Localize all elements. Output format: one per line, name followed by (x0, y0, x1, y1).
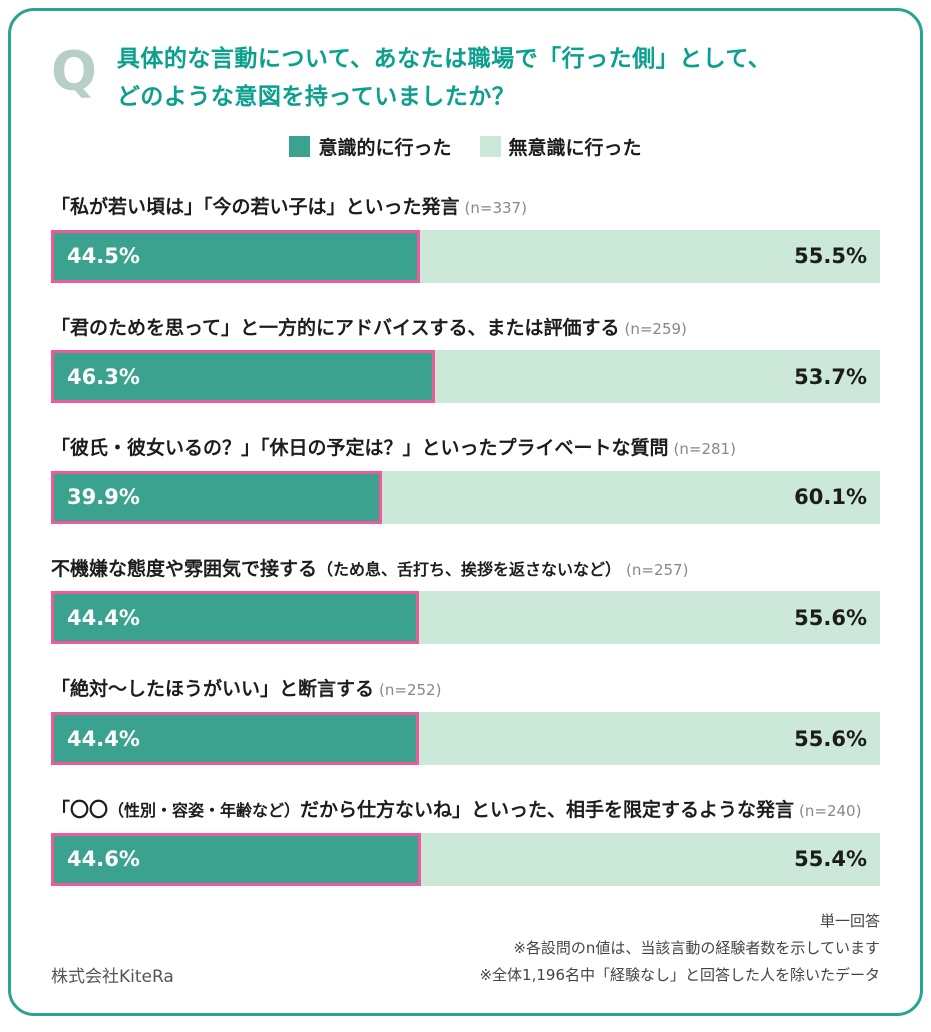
percent-label-unconscious: 60.1% (794, 485, 867, 510)
bar-segment-unconscious: 55.6% (419, 591, 880, 645)
row-label-text: だから仕方ないね」といった、相手を限定するような発言 (300, 799, 795, 822)
row-label-text: 「私が若い頃は」「今の若い子は」といった発言 (51, 195, 460, 218)
bar-segment-conscious: 44.4% (51, 591, 420, 645)
company-name: 株式会社KiteRa (51, 967, 174, 987)
percent-label-unconscious: 55.6% (794, 605, 867, 630)
row-label-text: 不機嫌な態度や雰囲気で接する (51, 557, 318, 580)
stacked-bar: 46.3% 53.7% (51, 350, 880, 404)
survey-card: Q 具体的な言動について、あなたは職場で「行った側」として、 どのような意図を持… (8, 8, 923, 1016)
bar-segment-unconscious: 55.4% (420, 832, 880, 886)
row-n-value: (n=252) (379, 681, 442, 700)
row-label-text: 「彼氏・彼女いるの？」「休日の予定は？」といったプライベートな質問 (51, 437, 669, 460)
row-label: 「彼氏・彼女いるの？」「休日の予定は？」といったプライベートな質問 (n=281) (51, 436, 880, 462)
percent-label-unconscious: 55.6% (794, 726, 867, 751)
row-label: 「〇〇（性別・容姿・年齢など）だから仕方ないね」といった、相手を限定するような発… (51, 798, 880, 824)
row-label: 「絶対～したほうがいい」と断言する (n=252) (51, 677, 880, 703)
footnotes: 単一回答 ※各設問のn値は、当該言動の経験者数を示しています ※全体1,196名… (479, 908, 880, 989)
percent-label-conscious: 44.6% (67, 847, 140, 872)
legend: 意識的に行った 無意識に行った (51, 133, 880, 160)
bar-segment-conscious: 46.3% (51, 350, 435, 404)
row-label-text: 「君のためを思って」と一方的にアドバイスする、または評価する (51, 316, 620, 339)
question-icon: Q (51, 40, 97, 103)
bar-chart: 「私が若い頃は」「今の若い子は」といった発言 (n=337) 44.5% 55.5% 「… (51, 162, 880, 886)
bar-segment-unconscious: 55.5% (419, 229, 880, 283)
percent-label-conscious: 44.4% (67, 726, 140, 751)
stacked-bar: 39.9% 60.1% (51, 470, 880, 524)
row-n-value: (n=259) (624, 319, 687, 338)
stacked-bar: 44.5% 55.5% (51, 229, 880, 283)
bar-segment-unconscious: 55.6% (419, 712, 880, 766)
legend-item-unconscious: 無意識に行った (479, 133, 642, 160)
bar-segment-unconscious: 60.1% (381, 470, 880, 524)
percent-label-conscious: 44.5% (67, 244, 140, 269)
percent-label-conscious: 39.9% (67, 485, 140, 510)
header: Q 具体的な言動について、あなたは職場で「行った側」として、 どのような意図を持… (51, 41, 880, 117)
percent-label-unconscious: 53.7% (794, 364, 867, 389)
question-title-line2: どのような意図を持っていましたか？ (116, 83, 516, 110)
legend-swatch-conscious (289, 135, 311, 157)
row-n-value: (n=337) (464, 198, 527, 217)
legend-item-conscious: 意識的に行った (289, 133, 452, 160)
bar-segment-unconscious: 53.7% (434, 350, 880, 404)
chart-row: 「彼氏・彼女いるの？」「休日の予定は？」といったプライベートな質問 (n=281)… (51, 436, 880, 524)
row-label-text: 「絶対～したほうがいい」と断言する (51, 678, 375, 701)
percent-label-unconscious: 55.5% (794, 244, 867, 269)
row-label: 「君のためを思って」と一方的にアドバイスする、または評価する (n=259) (51, 316, 880, 342)
chart-row: 不機嫌な態度や雰囲気で接する（ため息、舌打ち、挨拶を返さないなど） (n=257)… (51, 557, 880, 645)
bar-segment-conscious: 44.4% (51, 712, 420, 766)
stacked-bar: 44.6% 55.4% (51, 832, 880, 886)
row-label: 「私が若い頃は」「今の若い子は」といった発言 (n=337) (51, 195, 880, 221)
question-title-line1: 具体的な言動について、あなたは職場で「行った側」として、 (116, 46, 772, 72)
percent-label-conscious: 46.3% (67, 364, 140, 389)
percent-label-conscious: 44.4% (67, 605, 140, 630)
bar-segment-conscious: 44.5% (51, 229, 420, 283)
row-label: 不機嫌な態度や雰囲気で接する（ため息、舌打ち、挨拶を返さないなど） (n=257) (51, 557, 880, 583)
footnote-answer-type: 単一回答 (819, 912, 880, 930)
footer: 株式会社KiteRa 単一回答 ※各設問のn値は、当該言動の経験者数を示していま… (51, 908, 880, 989)
percent-label-unconscious: 55.4% (794, 847, 867, 872)
row-n-value: (n=257) (626, 560, 689, 579)
chart-row: 「絶対～したほうがいい」と断言する (n=252) 44.4% 55.6% (51, 677, 880, 766)
bar-segment-conscious: 44.6% (51, 832, 421, 886)
legend-label-conscious: 意識的に行った (318, 136, 452, 159)
legend-label-unconscious: 無意識に行った (508, 136, 642, 159)
row-label-text: （性別・容姿・年齢など） (108, 801, 301, 821)
row-label-text: 「〇〇 (51, 799, 109, 822)
stacked-bar: 44.4% 55.6% (51, 712, 880, 766)
chart-row: 「私が若い頃は」「今の若い子は」といった発言 (n=337) 44.5% 55.5% (51, 195, 880, 283)
row-label-text: （ため息、舌打ち、挨拶を返さないなど） (317, 559, 622, 579)
row-n-value: (n=240) (799, 802, 862, 821)
chart-row: 「君のためを思って」と一方的にアドバイスする、または評価する (n=259) 46.… (51, 316, 880, 404)
legend-swatch-unconscious (479, 135, 501, 157)
bar-segment-conscious: 39.9% (51, 470, 382, 524)
question-title: 具体的な言動について、あなたは職場で「行った側」として、 どのような意図を持って… (117, 41, 771, 117)
footnote-exclusion: ※全体1,196名中「経験なし」と回答した人を除いたデータ (479, 966, 880, 984)
footnote-n-definition: ※各設問のn値は、当該言動の経験者数を示しています (513, 939, 880, 957)
stacked-bar: 44.4% 55.6% (51, 591, 880, 645)
chart-row: 「〇〇（性別・容姿・年齢など）だから仕方ないね」といった、相手を限定するような発… (51, 798, 880, 886)
row-n-value: (n=281) (673, 440, 736, 459)
